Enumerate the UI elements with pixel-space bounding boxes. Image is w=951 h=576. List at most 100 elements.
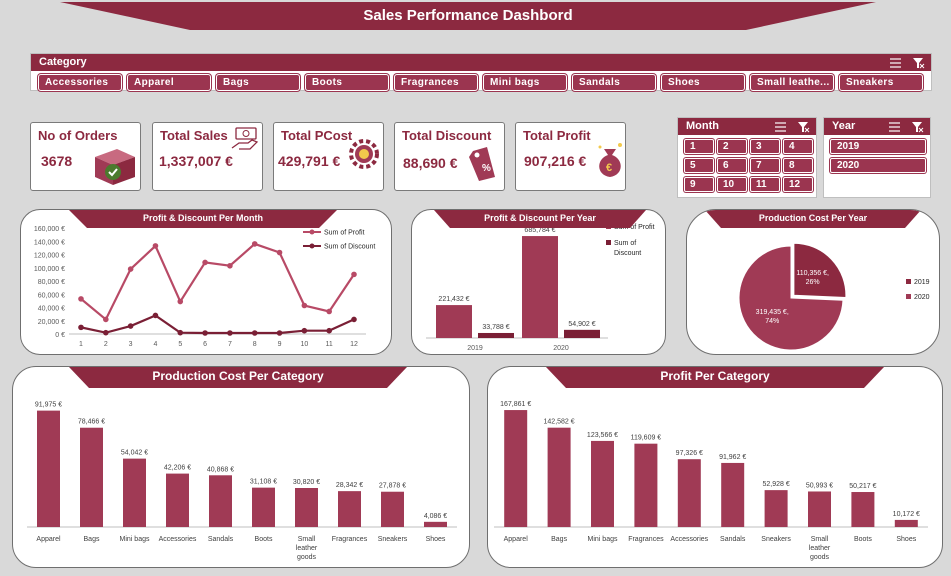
data-point-sum-of-profit	[276, 249, 283, 256]
x-tick-label: 2	[104, 341, 108, 348]
bar-sneakers	[764, 490, 788, 527]
category-bags[interactable]: Bags	[216, 74, 300, 91]
bar-bags	[547, 427, 571, 527]
x-tick-label: Small leather goods	[809, 536, 831, 561]
pie-data-label: 110,356 €, 26%	[796, 270, 829, 286]
x-tick-label: Boots	[854, 536, 872, 543]
bar-sum-of-discount-2020	[564, 329, 600, 338]
data-point-sum-of-profit	[301, 302, 308, 309]
x-tick-label: Bags	[84, 536, 100, 543]
bar-mini-bags	[123, 458, 146, 527]
kpi-sales-value: 1,337,007 €	[159, 153, 233, 169]
x-tick-label: Mini bags	[588, 536, 618, 543]
data-label: 123,566 €	[587, 432, 618, 439]
month-9-button[interactable]: 9	[684, 177, 714, 192]
legend-label: Sum of Discount	[614, 240, 641, 257]
production-cost-year-title-banner: Production Cost Per Year	[705, 210, 921, 228]
data-point-sum-of-discount	[251, 330, 258, 336]
data-point-sum-of-discount	[326, 327, 332, 334]
kpi-profit-label: Total Profit	[523, 128, 591, 143]
bar-small-leather-goods	[808, 491, 831, 527]
clear-filter-icon[interactable]	[912, 57, 925, 69]
kpi-sales-card: Total Sales 1,337,007 €	[152, 122, 263, 191]
kpi-pcost-card: Total PCost 429,791 €	[273, 122, 384, 191]
profit-discount-month-chart: 0 € 20,000 € 40,000 € 60,000 € 80,000 € 100,0…	[34, 226, 376, 348]
month-11-button[interactable]: 11	[750, 177, 780, 192]
x-tick-label: 2020	[553, 345, 569, 352]
data-point-sum-of-profit	[78, 296, 84, 302]
clear-filter-icon[interactable]	[911, 121, 924, 133]
y-tick-label: 20,000 €	[38, 319, 65, 326]
money-hand-icon	[230, 126, 260, 157]
category-boots[interactable]: Boots	[305, 74, 389, 91]
profit-category-title-banner: Profit Per Category	[546, 367, 884, 388]
bar-sum-of-profit-2020	[522, 236, 558, 338]
data-label: 28,342 €	[336, 482, 363, 489]
category-fragrances[interactable]: Fragrances	[394, 74, 478, 91]
multi-select-icon[interactable]	[774, 121, 787, 133]
category-shoes[interactable]: Shoes	[661, 74, 745, 91]
category-mini-bags[interactable]: Mini bags	[483, 74, 567, 91]
production-cost-category-title: Production Cost Per Category	[152, 369, 324, 383]
x-tick-label: 8	[253, 341, 257, 348]
series-line-sum-of-discount	[80, 314, 355, 335]
dashboard-title-banner: Sales Performance Dashbord	[60, 2, 876, 30]
x-tick-label: Accessories	[159, 536, 197, 543]
x-tick-label: Shoes	[896, 536, 916, 543]
y-tick-label: 0 €	[55, 332, 65, 339]
category-small-leather-goods[interactable]: Small leathe...	[750, 74, 834, 91]
data-point-sum-of-profit	[202, 259, 208, 266]
x-tick-label: Apparel	[504, 536, 529, 543]
data-label: 4,086 €	[424, 513, 447, 520]
y-tick-label: 120,000 €	[34, 253, 65, 260]
profit-discount-year-title-banner: Profit & Discount Per Year	[434, 210, 646, 228]
category-sneakers[interactable]: Sneakers	[839, 74, 923, 91]
profit-discount-month-panel: 0 € 20,000 € 40,000 € 60,000 € 80,000 € 100,0…	[20, 209, 392, 355]
year-2020-button[interactable]: 2020	[830, 158, 926, 173]
month-10-button[interactable]: 10	[717, 177, 747, 192]
svg-text:€: €	[606, 162, 612, 174]
data-point-sum-of-discount	[78, 324, 84, 331]
legend-label: 2020	[914, 294, 930, 301]
profit-discount-year-title: Profit & Discount Per Year	[484, 213, 596, 223]
month-5-button[interactable]: 5	[684, 158, 714, 173]
category-apparel[interactable]: Apparel	[127, 74, 211, 91]
year-2019-button[interactable]: 2019	[830, 139, 926, 154]
x-tick-label: 2019	[467, 345, 483, 352]
month-1-button[interactable]: 1	[684, 139, 714, 154]
category-slicer-title: Category	[39, 56, 87, 68]
clear-filter-icon[interactable]	[797, 121, 810, 133]
data-point-sum-of-discount	[227, 330, 233, 336]
month-7-button[interactable]: 7	[750, 158, 780, 173]
kpi-profit-card: Total Profit 907,216 € €	[515, 122, 626, 191]
month-8-button[interactable]: 8	[783, 158, 813, 173]
month-2-button[interactable]: 2	[717, 139, 747, 154]
data-label: 91,962 €	[719, 454, 746, 461]
category-sandals[interactable]: Sandals	[572, 74, 656, 91]
data-label: 54,042 €	[121, 450, 148, 457]
month-4-button[interactable]: 4	[783, 139, 813, 154]
y-tick-label: 40,000 €	[38, 306, 65, 313]
data-point-sum-of-discount	[301, 327, 308, 334]
legend-label: Sum of Profit	[324, 230, 365, 237]
data-label: 31,108 €	[250, 479, 277, 486]
x-tick-label: Bags	[551, 536, 567, 543]
kpi-discount-card: Total Discount 88,690 € %	[394, 122, 505, 191]
data-point-sum-of-discount	[127, 323, 134, 329]
data-label: 40,868 €	[207, 466, 234, 473]
bar-sandals	[209, 475, 232, 527]
x-tick-label: Accessories	[670, 536, 708, 543]
multi-select-icon[interactable]	[889, 57, 902, 69]
legend-swatch	[906, 279, 911, 284]
kpi-pcost-label: Total PCost	[281, 128, 353, 143]
x-tick-label: Sandals	[720, 536, 746, 543]
month-12-button[interactable]: 12	[783, 177, 813, 192]
data-point-sum-of-profit	[351, 271, 357, 278]
month-3-button[interactable]: 3	[750, 139, 780, 154]
data-point-sum-of-discount	[152, 312, 159, 319]
month-6-button[interactable]: 6	[717, 158, 747, 173]
data-label: 42,206 €	[164, 465, 191, 472]
multi-select-icon[interactable]	[888, 121, 901, 133]
svg-text:%: %	[482, 163, 491, 174]
category-accessories[interactable]: Accessories	[38, 74, 122, 91]
